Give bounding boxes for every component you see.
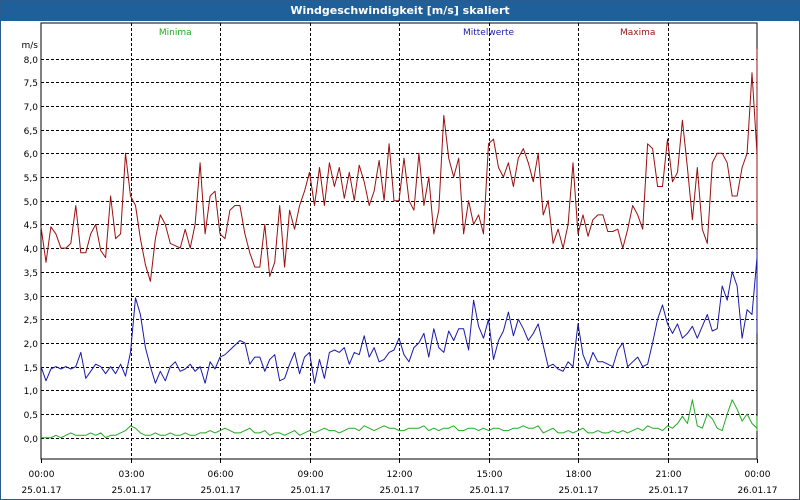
legend-entry-minima: Minima: [159, 28, 192, 38]
y-tick-label: 1,5: [24, 364, 38, 374]
y-tick-label: 3,5: [24, 269, 38, 279]
x-tick-date: 25.01.17: [290, 486, 330, 496]
legend: Minima Mittelwerte Maxima: [159, 28, 655, 38]
x-tick-time: 00:00: [745, 470, 771, 480]
y-tick-label: 0,0: [24, 435, 39, 445]
y-tick-label: 2,5: [24, 316, 38, 326]
x-tick-date: 25.01.17: [648, 486, 688, 496]
x-tick-time: 06:00: [208, 470, 234, 480]
y-tick-label: 3,0: [24, 293, 39, 303]
x-tick-date: 25.01.17: [469, 486, 509, 496]
x-tick-time: 03:00: [119, 470, 145, 480]
x-tick-date: 25.01.17: [21, 486, 61, 496]
y-tick-label: 6,5: [24, 127, 38, 137]
x-tick-time: 21:00: [656, 470, 682, 480]
axis-labels: 0,0 0,5 1,0 1,5 2,0 2,5 3,0 3,5 4,0 4,5 5,0 5,5 6,0 6…: [21, 41, 777, 496]
legend-entry-maxima: Maxima: [620, 28, 655, 38]
y-tick-label: 7,0: [24, 103, 39, 113]
y-tick-label: 6,0: [24, 150, 39, 160]
x-tick-date: 25.01.17: [379, 486, 419, 496]
series-group: [40, 48, 758, 439]
x-tick-time: 00:00: [29, 470, 55, 480]
y-tick-label: 0,5: [24, 411, 38, 421]
y-axis-unit: m/s: [22, 41, 39, 51]
x-tick-time: 09:00: [298, 470, 324, 480]
y-tick-label: 8,0: [24, 56, 39, 66]
y-tick-label: 7,5: [24, 79, 38, 89]
y-tick-label: 2,0: [24, 340, 39, 350]
x-tick-date: 25.01.17: [200, 486, 240, 496]
y-tick-label: 5,0: [24, 198, 39, 208]
series-line-minima: [41, 399, 758, 439]
chart-title: Windgeschwindigkeit [m/s] skaliert: [1, 1, 799, 21]
legend-entry-mittelwerte: Mittelwerte: [463, 28, 514, 38]
y-tick-label: 4,5: [24, 221, 38, 231]
x-tick-date: 26.01.17: [737, 486, 777, 496]
x-tick-time: 15:00: [477, 470, 503, 480]
grid-lines: [41, 23, 758, 463]
series-line-mittelwerte: [40, 250, 758, 384]
x-tick-date: 25.01.17: [111, 486, 151, 496]
y-tick-label: 5,5: [24, 174, 38, 184]
x-tick-time: 18:00: [566, 470, 592, 480]
x-tick-time: 12:00: [387, 470, 413, 480]
series-line-maxima: [40, 48, 758, 282]
x-tick-date: 25.01.17: [558, 486, 598, 496]
y-tick-label: 4,0: [24, 245, 39, 255]
y-tick-label: 1,0: [24, 387, 39, 397]
